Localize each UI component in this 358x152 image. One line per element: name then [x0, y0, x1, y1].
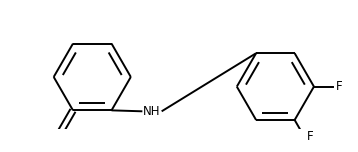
Text: F: F: [336, 80, 343, 93]
Text: NH: NH: [143, 105, 161, 118]
Text: F: F: [307, 130, 314, 143]
